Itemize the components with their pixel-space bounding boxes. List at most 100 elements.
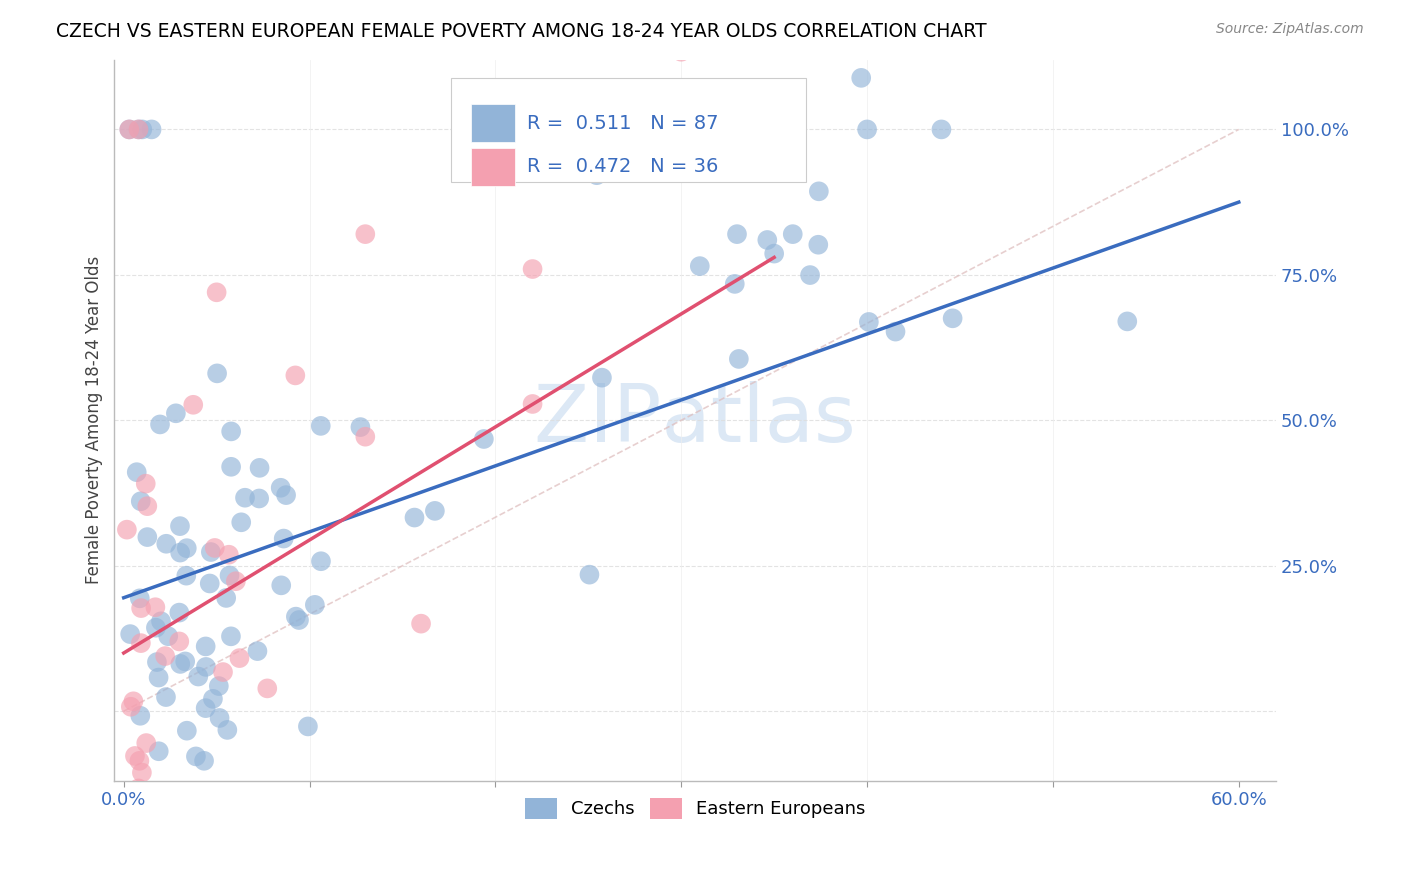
Point [145,621,167,635]
Text: CZECH VS EASTERN EUROPEAN FEMALE POVERTY AMONG 18-24 YEAR OLDS CORRELATION CHART: CZECH VS EASTERN EUROPEAN FEMALE POVERTY… [56,22,987,41]
Point [256,681,278,696]
Point [354,227,377,241]
Point [118,122,141,136]
Point [136,499,159,513]
Point [349,420,371,434]
Point [141,823,163,838]
Point [118,122,141,136]
Point [807,237,830,252]
Point [169,634,191,648]
Point [148,671,170,685]
Point [124,748,146,763]
Point [219,425,242,439]
Point [181,398,204,412]
Point [591,370,613,384]
Point [585,168,607,182]
Point [472,432,495,446]
Point [689,259,711,273]
Point [174,818,197,832]
Point [270,578,292,592]
Point [149,417,172,432]
Point [208,711,231,725]
Point [247,491,270,506]
Bar [471,104,515,142]
Point [228,651,250,665]
Point [522,397,544,411]
Point [1116,314,1139,328]
Point [115,523,138,537]
Point [763,122,786,136]
Legend: Czechs, Eastern Europeans: Czechs, Eastern Europeans [517,791,873,826]
Point [153,649,176,664]
Y-axis label: Female Poverty Among 18-24 Year Olds: Female Poverty Among 18-24 Year Olds [86,256,103,584]
Point [193,754,215,768]
Point [309,418,332,433]
Point [135,736,157,750]
Point [127,781,149,796]
Point [856,122,879,136]
Point [218,548,240,562]
Point [249,460,271,475]
Point [129,494,152,508]
Point [354,430,377,444]
Point [288,613,311,627]
Point [129,708,152,723]
Point [522,262,544,277]
Point [233,491,256,505]
Point [231,516,253,530]
Text: R =  0.472   N = 36: R = 0.472 N = 36 [527,158,718,177]
Point [169,545,191,559]
Point [578,567,600,582]
Point [131,765,153,780]
Point [169,519,191,533]
Point [409,616,432,631]
Point [198,576,221,591]
Point [215,591,238,605]
Text: ZIP​atlas: ZIP​atlas [534,381,856,459]
Point [219,629,242,643]
Point [246,644,269,658]
Point [155,537,177,551]
Point [727,351,749,366]
Point [169,606,191,620]
Point [208,679,231,693]
Point [120,627,142,641]
Point [404,510,426,524]
Point [184,749,207,764]
Point [284,368,307,383]
Point [128,754,150,768]
Point [273,532,295,546]
Point [724,277,747,291]
Point [201,691,224,706]
Point [763,246,786,260]
Point [782,227,804,241]
Point [304,598,326,612]
Point [128,591,150,606]
Point [858,315,880,329]
Point [129,636,152,650]
Point [128,122,150,136]
Point [309,554,332,568]
Point [204,541,226,555]
Point [194,660,217,674]
Point [125,465,148,479]
Point [150,615,173,629]
Point [128,122,150,136]
Point [931,122,953,136]
Point [176,723,198,738]
Point [157,629,180,643]
Point [884,325,907,339]
Point [122,694,145,708]
Point [212,665,235,679]
Point [194,701,217,715]
Point [152,797,174,811]
Point [217,723,239,737]
Point [423,504,446,518]
Point [807,184,830,198]
Point [135,476,157,491]
Point [942,311,965,326]
Point [146,655,169,669]
Point [136,530,159,544]
Point [148,744,170,758]
Point [129,601,152,615]
